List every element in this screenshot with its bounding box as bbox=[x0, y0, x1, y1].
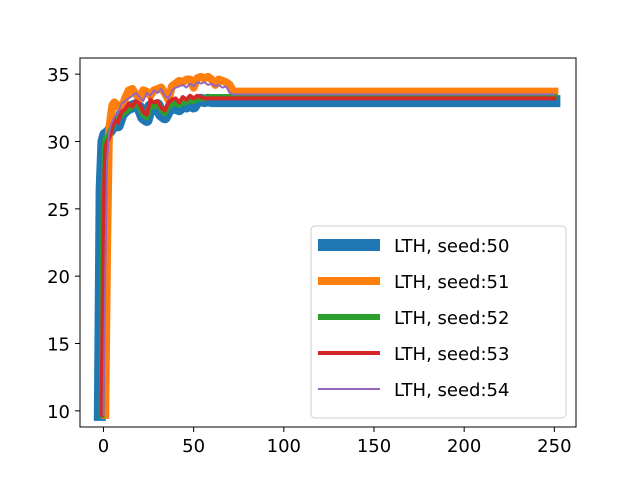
legend-box bbox=[310, 225, 567, 419]
legend-label-0: LTH, seed:50 bbox=[394, 236, 509, 257]
y-tick-label-1: 15 bbox=[47, 335, 70, 356]
y-tick-label-4: 30 bbox=[47, 132, 70, 153]
axes: 0 50 100 150 200 250 10 15 20 25 30 35 bbox=[47, 57, 577, 457]
legend-label-1: LTH, seed:51 bbox=[394, 272, 509, 293]
y-tick-label-0: 10 bbox=[47, 402, 70, 423]
legend-label-3: LTH, seed:53 bbox=[394, 344, 509, 365]
plot-frame bbox=[79, 57, 577, 428]
y-tick-label-5: 35 bbox=[47, 65, 70, 86]
x-tick-label-3: 150 bbox=[357, 436, 391, 457]
legend-label-2: LTH, seed:52 bbox=[394, 308, 509, 329]
y-tick-label-2: 20 bbox=[47, 267, 70, 288]
y-tick-label-3: 25 bbox=[47, 200, 70, 221]
x-tick-label-5: 250 bbox=[537, 436, 571, 457]
x-tick-label-0: 0 bbox=[98, 436, 109, 457]
x-tick-label-2: 100 bbox=[267, 436, 301, 457]
series-layer bbox=[93, 72, 561, 421]
x-tick-label-4: 200 bbox=[447, 436, 481, 457]
series-line-3 bbox=[99, 93, 557, 417]
series-line-4 bbox=[102, 81, 556, 416]
x-tick-label-1: 50 bbox=[182, 436, 205, 457]
legend-label-4: LTH, seed:54 bbox=[394, 380, 509, 401]
legend: LTH, seed:50 LTH, seed:51 LTH, seed:52 LTH,… bbox=[310, 225, 567, 419]
